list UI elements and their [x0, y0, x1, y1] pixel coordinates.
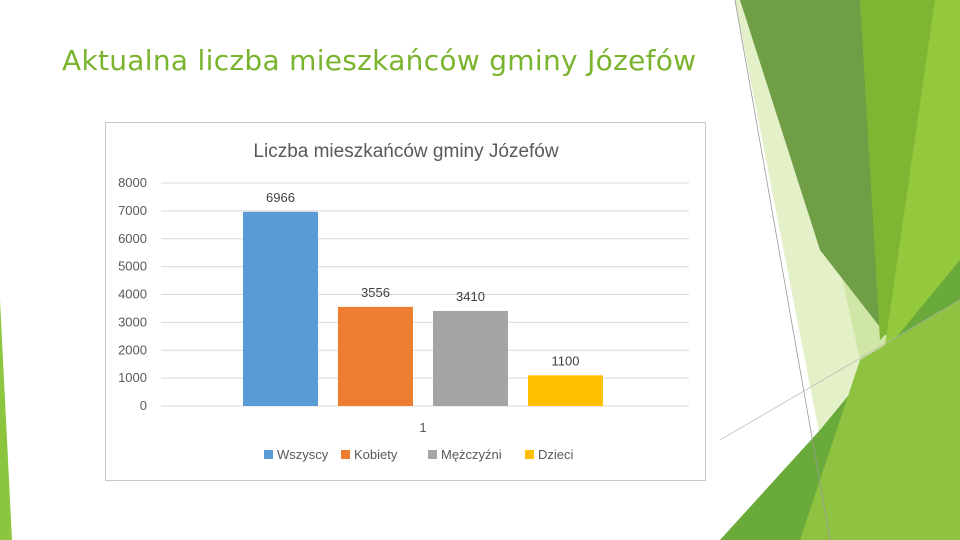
deco-line-1	[734, 0, 831, 540]
slide-title: Aktualna liczba mieszkańców gminy Józefó…	[62, 44, 697, 77]
data-label: 3556	[361, 285, 390, 300]
data-label: 3410	[456, 289, 485, 304]
chart-frame: Liczba mieszkańców gminy Józefów 0 1000 200…	[105, 122, 706, 481]
legend-label: Mężczyźni	[441, 447, 502, 462]
deco-left-edge	[0, 300, 12, 540]
legend-label: Kobiety	[354, 447, 398, 462]
y-tick-label: 1000	[118, 370, 147, 385]
bar-dzieci	[528, 375, 603, 406]
y-tick-label: 2000	[118, 342, 147, 357]
y-tick-label: 3000	[118, 314, 147, 329]
y-tick-label: 7000	[118, 203, 147, 218]
legend-swatch	[428, 450, 437, 459]
data-label: 6966	[266, 190, 295, 205]
y-tick-label: 0	[140, 398, 147, 413]
deco-facet-bottom	[800, 300, 960, 540]
legend-label: Wszyscy	[277, 447, 329, 462]
y-tick-label: 8000	[118, 175, 147, 190]
legend-swatch	[264, 450, 273, 459]
data-label: 1100	[552, 353, 580, 368]
y-tick-label: 5000	[118, 259, 147, 274]
x-tick-label: 1	[419, 420, 426, 435]
legend-swatch	[525, 450, 534, 459]
legend-swatch	[341, 450, 350, 459]
bar-mężczyźni	[433, 310, 508, 406]
chart-svg: Liczba mieszkańców gminy Józefów 0 1000 200…	[118, 141, 689, 462]
deco-facet-mid	[740, 0, 890, 340]
bar-wszyscy	[243, 211, 318, 406]
deco-facet-bright	[860, 0, 940, 340]
chart-title: Liczba mieszkańców gminy Józefów	[253, 141, 558, 162]
legend-label: Dzieci	[538, 447, 574, 462]
bar-kobiety	[338, 306, 413, 406]
deco-line-2	[719, 299, 960, 441]
y-tick-label: 4000	[118, 287, 147, 302]
y-tick-label: 6000	[118, 231, 147, 246]
